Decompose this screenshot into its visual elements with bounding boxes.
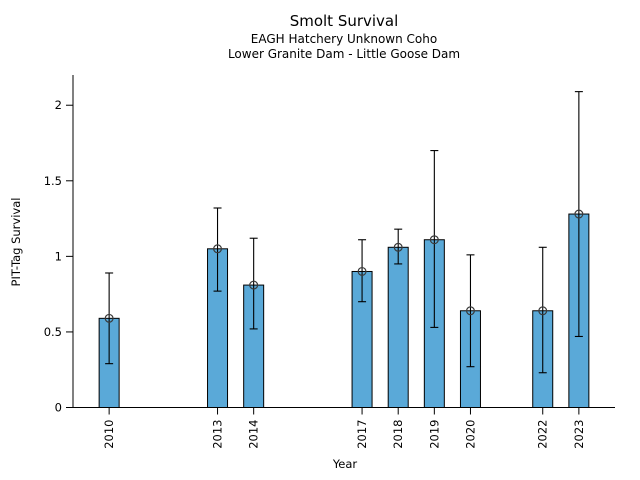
chart-title: Smolt Survival: [290, 12, 399, 30]
point-marker-2017: [357, 266, 367, 276]
point-marker-2019: [429, 235, 439, 245]
y-tick-label-0: 0: [55, 401, 62, 415]
plot-area: 0 0.5 1 1.5 2 2010 2013 2014 2017 2018 2019 2020 202…: [44, 75, 615, 449]
point-marker-2023: [574, 209, 584, 219]
x-tick-label-2018: 2018: [391, 420, 405, 449]
x-tick-label-2019: 2019: [427, 420, 441, 449]
x-tick-label-2010: 2010: [102, 420, 116, 449]
point-marker-2010: [104, 313, 114, 323]
point-marker-2022: [538, 306, 548, 316]
x-tick-label-2020: 2020: [463, 420, 477, 449]
x-tick-label-2022: 2022: [536, 420, 550, 449]
y-tick-label-1.5: 1.5: [44, 174, 62, 188]
y-tick-label-2: 2: [55, 98, 62, 112]
chart-subtitle-line2: Lower Granite Dam - Little Goose Dam: [228, 47, 460, 61]
x-tick-label-2013: 2013: [211, 420, 225, 449]
bar-2018: [387, 246, 409, 408]
point-marker-2013: [213, 244, 223, 254]
y-tick-label-1: 1: [55, 249, 62, 263]
x-axis-label: Year: [332, 457, 358, 471]
point-marker-2014: [249, 280, 259, 290]
x-tick-label-2017: 2017: [355, 420, 369, 449]
point-marker-2018: [393, 242, 403, 252]
x-tick-label-2023: 2023: [572, 420, 586, 449]
chart-subtitle-line1: EAGH Hatchery Unknown Coho: [251, 32, 437, 46]
y-tick-label-0.5: 0.5: [44, 325, 62, 339]
point-marker-2020: [465, 306, 475, 316]
y-axis-label: PIT-Tag Survival: [9, 198, 23, 287]
x-tick-label-2014: 2014: [247, 420, 261, 449]
